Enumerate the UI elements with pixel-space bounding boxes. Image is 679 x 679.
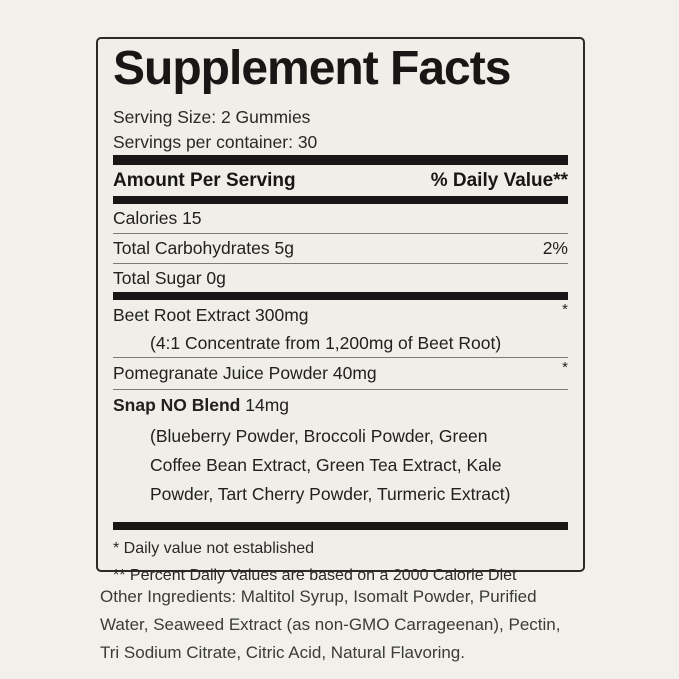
daily-value-header: % Daily Value** (430, 170, 568, 191)
column-header-row: Amount Per Serving % Daily Value** (113, 165, 568, 196)
amount-per-serving-header: Amount Per Serving (113, 170, 296, 191)
nutrient-amount: 14mg (245, 394, 290, 415)
nutrient-name: Calories (113, 208, 178, 228)
nutrient-amount: 0g (206, 267, 226, 288)
carbohydrates-row: Total Carbohydrates 5g 2% (113, 234, 568, 264)
blend-row: Snap NO Blend 14mg (113, 390, 568, 420)
beet-root-row: Beet Root Extract 300mg * (113, 300, 568, 330)
other-ingredients: Other Ingredients: Maltitol Syrup, Isoma… (100, 587, 561, 662)
nutrient-amount: 300mg (255, 304, 309, 325)
asterisk-marker: * (562, 301, 568, 318)
panel-title: Supplement Facts (113, 42, 511, 95)
blend-name: Snap NO Blend (113, 394, 241, 415)
pomegranate-row: Pomegranate Juice Powder 40mg * (113, 358, 568, 390)
nutrient-amount: 40mg (332, 363, 377, 383)
footnotes: * Daily value not established ** Percent… (113, 530, 568, 589)
supplement-facts-panel: Supplement Facts Serving Size: 2 Gummies… (96, 37, 585, 584)
sugar-row: Total Sugar 0g (113, 264, 568, 292)
nutrient-amount: 15 (182, 208, 202, 228)
serving-info: Serving Size: 2 Gummies Servings per con… (113, 105, 568, 155)
nutrient-name: Beet Root Extract (113, 304, 251, 325)
calories-row: Calories 15 (113, 204, 568, 234)
daily-value-percent: 2% (542, 238, 568, 258)
divider-bar (113, 196, 568, 204)
nutrient-name: Pomegranate Juice Powder (113, 363, 328, 383)
nutrient-amount: 5g (274, 238, 294, 258)
servings-per-container: Servings per container: 30 (113, 132, 318, 152)
divider-bar (113, 292, 568, 300)
blend-detail: (Blueberry Powder, Broccoli Powder, Gree… (150, 426, 511, 504)
beet-root-detail: (4:1 Concentrate from 1,200mg of Beet Ro… (113, 330, 568, 358)
asterisk-marker: * (562, 359, 568, 376)
divider-bar (113, 522, 568, 530)
nutrient-name: Total Sugar (113, 267, 202, 288)
divider-bar-thick (113, 155, 568, 165)
footnote-percent-dv: ** Percent Daily Values are based on a 2… (113, 567, 517, 584)
footnote-daily-value: * Daily value not established (113, 540, 315, 557)
nutrient-name: Total Carbohydrates (113, 238, 270, 258)
serving-size: Serving Size: 2 Gummies (113, 107, 311, 127)
